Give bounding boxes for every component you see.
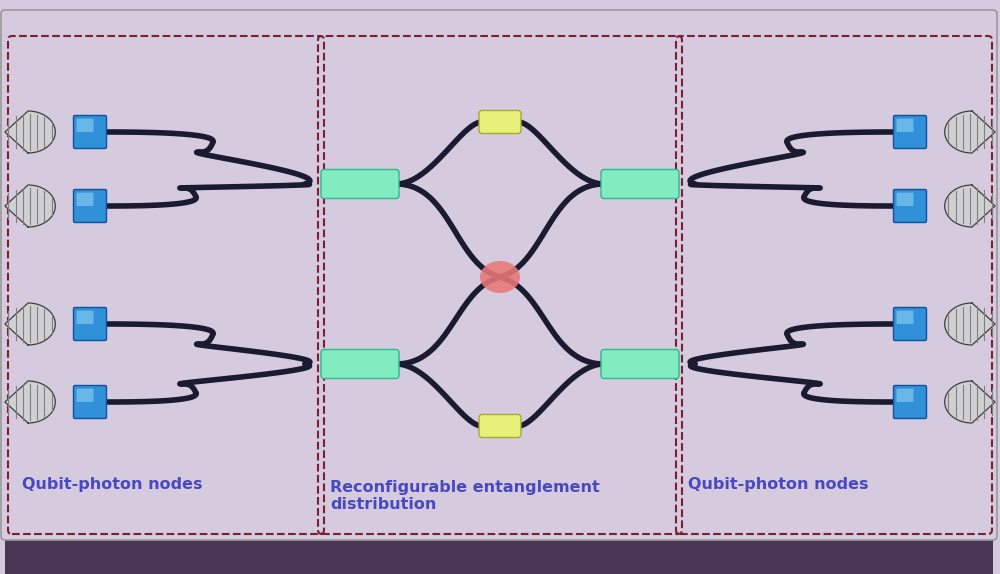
Polygon shape: [945, 303, 995, 345]
Text: Qubit-photon nodes: Qubit-photon nodes: [22, 477, 203, 492]
FancyBboxPatch shape: [77, 311, 94, 324]
Polygon shape: [945, 381, 995, 423]
FancyBboxPatch shape: [321, 350, 399, 378]
FancyBboxPatch shape: [893, 189, 926, 223]
Polygon shape: [5, 303, 55, 345]
FancyBboxPatch shape: [77, 193, 94, 206]
FancyBboxPatch shape: [321, 169, 399, 199]
FancyBboxPatch shape: [479, 111, 521, 134]
FancyBboxPatch shape: [479, 414, 521, 437]
FancyBboxPatch shape: [74, 189, 107, 223]
FancyBboxPatch shape: [74, 386, 107, 418]
FancyBboxPatch shape: [77, 119, 94, 132]
Polygon shape: [5, 111, 55, 153]
Text: Qubit-photon nodes: Qubit-photon nodes: [688, 477, 868, 492]
Ellipse shape: [480, 261, 520, 293]
FancyBboxPatch shape: [893, 308, 926, 340]
FancyBboxPatch shape: [896, 389, 914, 402]
FancyBboxPatch shape: [893, 115, 926, 149]
Polygon shape: [5, 185, 55, 227]
FancyBboxPatch shape: [601, 169, 679, 199]
FancyBboxPatch shape: [896, 193, 914, 206]
Polygon shape: [945, 111, 995, 153]
FancyBboxPatch shape: [1, 10, 997, 540]
FancyBboxPatch shape: [5, 532, 993, 574]
FancyBboxPatch shape: [74, 308, 107, 340]
Polygon shape: [5, 381, 55, 423]
Text: Reconfigurable entanglement
distribution: Reconfigurable entanglement distribution: [330, 480, 600, 512]
FancyBboxPatch shape: [893, 386, 926, 418]
FancyBboxPatch shape: [77, 389, 94, 402]
FancyBboxPatch shape: [896, 119, 914, 132]
FancyBboxPatch shape: [601, 350, 679, 378]
FancyBboxPatch shape: [74, 115, 107, 149]
Polygon shape: [945, 185, 995, 227]
FancyBboxPatch shape: [896, 311, 914, 324]
